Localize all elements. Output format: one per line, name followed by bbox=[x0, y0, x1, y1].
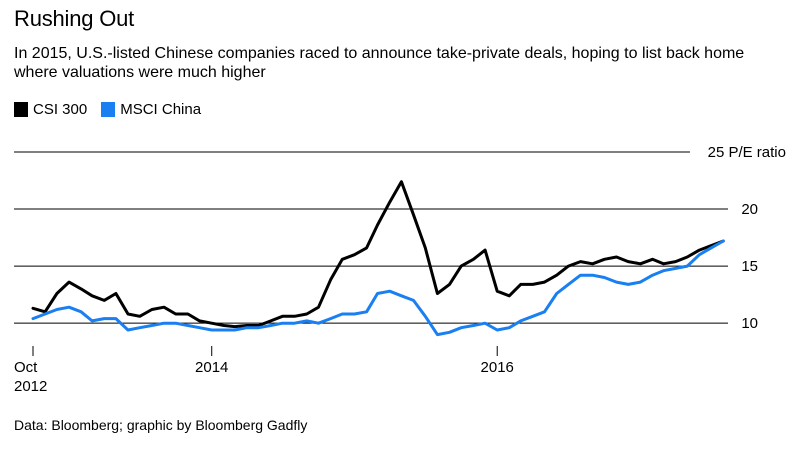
series-line-msci-china bbox=[31, 239, 725, 337]
legend-label-msci: MSCI China bbox=[120, 101, 202, 118]
x-tick-label-2: 2016 bbox=[481, 359, 514, 376]
x-axis: Oct 2012 2014 2016 bbox=[14, 346, 514, 395]
chart-subtitle: In 2015, U.S.-listed Chinese companies r… bbox=[14, 45, 745, 81]
legend-swatch-csi bbox=[14, 102, 28, 117]
series-lines bbox=[31, 180, 725, 337]
gridlines: 10 15 20 25 P/E ratio bbox=[14, 144, 786, 332]
chart-title: Rushing Out bbox=[14, 6, 135, 31]
series-line-csi-300 bbox=[31, 180, 725, 329]
source-note: Data: Bloomberg; graphic by Bloomberg Ga… bbox=[14, 417, 308, 433]
y-tick-label-10: 10 bbox=[741, 315, 758, 332]
y-tick-label-25: 25 P/E ratio bbox=[708, 144, 786, 161]
legend-item-csi: CSI 300 bbox=[14, 101, 87, 118]
x-tick-label-0: Oct bbox=[14, 359, 38, 376]
legend: CSI 300 MSCI China bbox=[14, 101, 215, 118]
x-tick-label-0-line2: 2012 bbox=[14, 378, 47, 395]
legend-item-msci: MSCI China bbox=[101, 101, 201, 118]
legend-swatch-msci bbox=[101, 102, 116, 117]
y-tick-label-20: 20 bbox=[741, 201, 758, 218]
legend-label-csi: CSI 300 bbox=[33, 101, 88, 118]
y-tick-label-15: 15 bbox=[741, 258, 758, 275]
x-tick-label-1: 2014 bbox=[195, 359, 228, 376]
